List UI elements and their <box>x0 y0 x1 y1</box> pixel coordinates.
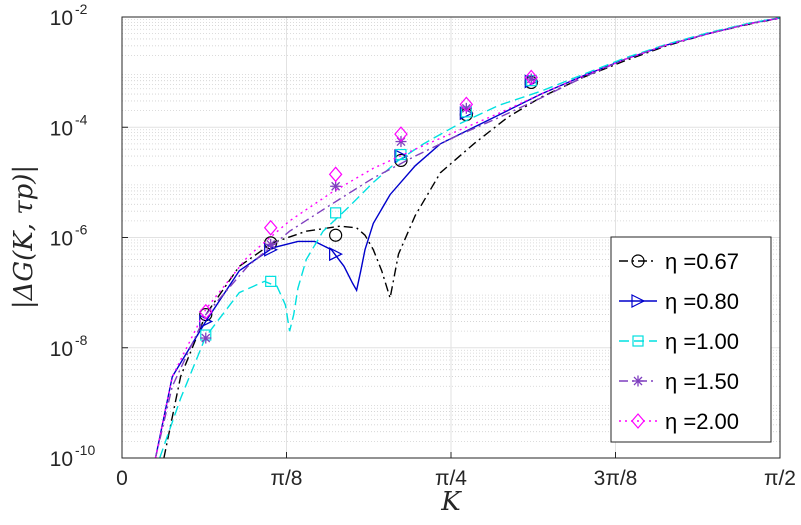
legend: η =0.67 η =0.80 η =1.00 η =1.50 η =2.00 <box>610 236 772 443</box>
y-tick-exponent: -8 <box>75 332 88 348</box>
x-axis-label: K <box>440 487 462 517</box>
x-tick-label: 0 <box>116 467 128 490</box>
series-1.50 <box>154 17 781 459</box>
data-point-marker <box>394 126 408 143</box>
x-tick-label: 3π/8 <box>594 467 638 490</box>
legend-label: η =2.00 <box>665 409 739 434</box>
legend-item-0.67: η =0.67 <box>619 249 739 274</box>
y-tick-label: 10 <box>50 448 73 471</box>
legend-marker <box>632 335 644 347</box>
legend-label: η =1.50 <box>665 369 739 394</box>
legend-item-2.00: η =2.00 <box>619 409 739 434</box>
asterisk-stroke <box>633 376 643 386</box>
data-point-marker <box>328 166 343 183</box>
legend-marker <box>631 413 645 429</box>
y-tick-exponent: -2 <box>75 1 88 17</box>
legend-item-0.80: η =0.80 <box>619 289 739 314</box>
y-tick-label: 10 <box>50 228 73 251</box>
data-point-marker <box>524 69 539 86</box>
y-axis-label: |ΔG(K, τp)| <box>9 165 39 309</box>
data-point-marker <box>329 228 343 242</box>
series-group <box>154 17 781 459</box>
data-point-marker <box>329 247 343 262</box>
data-point-marker <box>200 332 212 344</box>
x-axis-label-text: K <box>440 487 462 517</box>
x-ticks: 0 π/8 π/4 3π/8 π/2 <box>116 452 796 490</box>
data-point-marker <box>265 238 277 250</box>
legend-item-1.00: η =1.00 <box>619 329 739 354</box>
x-tick-label: π/8 <box>270 467 302 490</box>
legend-label: η =1.00 <box>665 329 739 354</box>
asterisk-stroke <box>201 333 211 343</box>
data-point-marker <box>330 207 342 219</box>
x-tick-label: π/4 <box>435 467 467 490</box>
data-point-marker <box>265 275 277 287</box>
y-tick-label: 10 <box>50 117 73 140</box>
asterisk-stroke <box>331 181 341 191</box>
y-tick-label: 10 <box>50 338 73 361</box>
y-axis-label-text: |ΔG(K, τp)| <box>9 165 39 309</box>
y-tick-exponent: -6 <box>75 222 88 238</box>
y-tick-exponent: -4 <box>75 111 88 127</box>
data-point-marker <box>198 303 213 320</box>
data-point-marker <box>263 219 278 236</box>
legend-label: η =0.67 <box>665 249 739 274</box>
legend-box <box>610 236 772 443</box>
legend-marker <box>631 254 645 268</box>
x-tick-label: π/2 <box>764 467 796 490</box>
asterisk-stroke <box>266 239 276 249</box>
y-tick-label: 10 <box>50 7 73 30</box>
series-line <box>154 17 781 459</box>
legend-marker <box>631 294 646 308</box>
asterisk-stroke <box>461 103 471 113</box>
legend-item-1.50: η =1.50 <box>619 369 739 394</box>
data-point-marker <box>459 96 474 113</box>
series-line <box>163 17 781 459</box>
series-line <box>159 17 781 459</box>
series-2.00 <box>154 17 781 459</box>
y-tick-exponent: -10 <box>75 442 95 458</box>
legend-marker <box>632 375 644 387</box>
legend-label: η =0.80 <box>665 289 739 314</box>
data-point-marker <box>395 148 407 161</box>
